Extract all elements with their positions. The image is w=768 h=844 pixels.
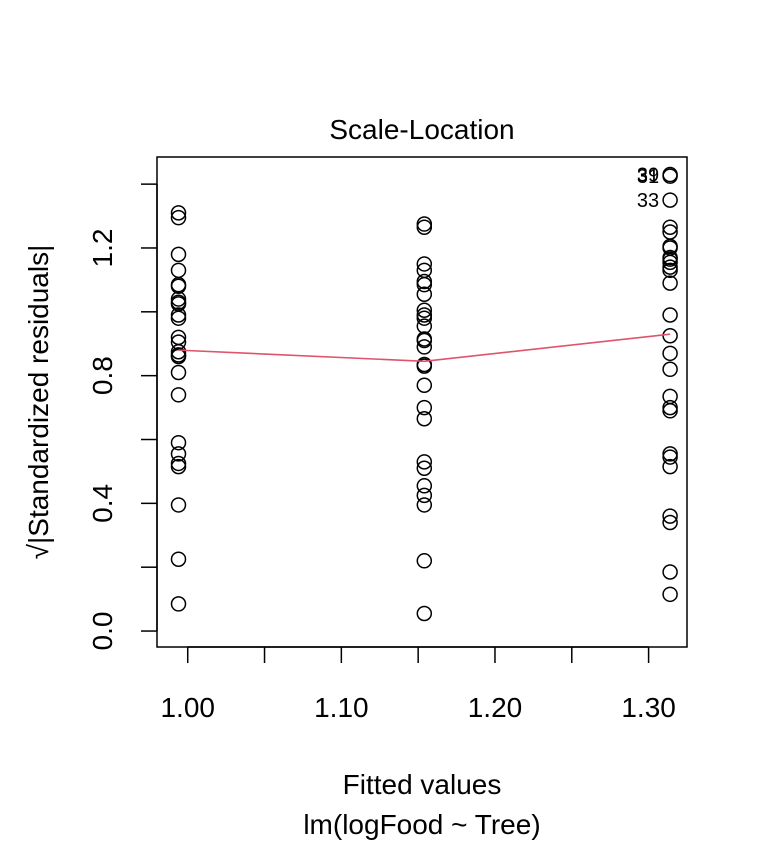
data-point: [662, 446, 678, 462]
data-point: [662, 586, 678, 603]
y-axis: 0.0 0.4 0.8 1.2: [87, 183, 158, 651]
x-tick-label: 1.00: [160, 692, 215, 723]
data-point: [416, 487, 433, 504]
x-axis-sublabel: lm(logFood ~ Tree): [303, 809, 540, 840]
chart-title: Scale-Location: [329, 114, 514, 145]
data-point: [662, 219, 678, 235]
data-point: [662, 254, 678, 271]
data-point: [170, 458, 187, 475]
data-point: [416, 454, 433, 470]
data-point: [662, 345, 678, 362]
data-point: [416, 358, 433, 374]
data-point: [416, 460, 433, 476]
data-point: [170, 262, 187, 279]
data-point: [662, 564, 678, 580]
data-point: [416, 286, 433, 303]
data-point: [170, 246, 187, 263]
x-tick-label: 1.20: [468, 692, 523, 723]
data-point: [662, 361, 678, 378]
data-point: [170, 446, 187, 462]
data-point: [416, 478, 433, 494]
data-point: [170, 455, 187, 472]
data-point: [416, 302, 433, 318]
point-label: 33: [637, 190, 659, 212]
point-label: 39: [637, 165, 659, 187]
point-label: 31: [637, 166, 659, 188]
data-point: [662, 328, 678, 344]
y-axis-label: √|Standardized residuals|: [23, 245, 54, 560]
data-point: [662, 307, 678, 323]
data-point: [662, 449, 678, 465]
y-tick-label: 0.8: [87, 356, 118, 395]
data-point: [170, 209, 187, 226]
data-point: [170, 551, 187, 567]
data-point: [416, 553, 433, 569]
data-point: [170, 205, 187, 221]
data-point: [416, 605, 433, 622]
data-point: [416, 497, 433, 513]
data-point: [662, 275, 678, 291]
data-point: [416, 256, 433, 272]
x-axis-label: Fitted values: [343, 769, 502, 800]
data-point: [170, 310, 187, 326]
data-point: [662, 168, 678, 184]
x-axis: 1.00 1.10 1.20 1.30: [160, 646, 676, 723]
smoother-line: [178, 333, 671, 363]
data-point: [170, 348, 187, 365]
x-tick-label: 1.10: [314, 692, 369, 723]
data-point: [416, 332, 433, 349]
data-point: [416, 339, 433, 355]
data-point: [170, 596, 187, 612]
data-point: [662, 192, 678, 208]
data-point: [416, 276, 433, 293]
data-point: [170, 278, 187, 295]
data-point: [662, 508, 678, 524]
data-point: [416, 219, 433, 235]
data-point: [170, 364, 187, 381]
data-point: [662, 458, 678, 475]
data-point: [416, 411, 433, 427]
data-point: [170, 497, 187, 513]
y-tick-label: 1.2: [87, 229, 118, 268]
data-point: [416, 377, 433, 393]
x-tick-label: 1.30: [621, 692, 676, 723]
smoother-line-group: [178, 333, 671, 363]
y-tick-label: 0.4: [87, 484, 118, 523]
data-point: [662, 403, 678, 419]
data-points: [170, 166, 678, 622]
data-point: [416, 216, 433, 232]
data-point: [416, 399, 433, 416]
data-point: [170, 387, 187, 403]
data-point: [662, 514, 678, 531]
y-tick-label: 0.0: [87, 612, 118, 651]
data-point: [170, 434, 187, 451]
data-point: [662, 262, 678, 279]
data-point: [416, 310, 433, 326]
